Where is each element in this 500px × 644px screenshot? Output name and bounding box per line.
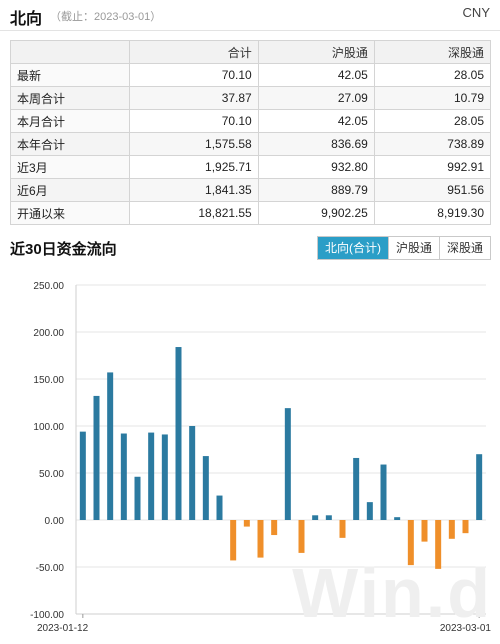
cell-total: 18,821.55 — [128, 201, 259, 225]
cell-total: 1,575.58 — [128, 132, 259, 156]
bar — [216, 495, 223, 520]
bar — [366, 502, 373, 520]
cell-sh: 889.79 — [257, 178, 375, 202]
bar — [435, 520, 442, 569]
bar — [93, 395, 100, 520]
row-label: 近3月 — [10, 155, 130, 179]
row-label: 近6月 — [10, 178, 130, 202]
cell-sh: 836.69 — [257, 132, 375, 156]
bar — [120, 433, 127, 520]
cell-total: 70.10 — [128, 63, 259, 87]
cell-sz: 951.56 — [373, 178, 492, 202]
bar — [161, 434, 168, 520]
bar — [271, 520, 278, 536]
bar — [380, 464, 387, 520]
table-row: 最新 70.10 42.05 28.05 — [10, 63, 492, 87]
y-tick-label: 150.00 — [33, 375, 64, 386]
y-tick-label: 250.00 — [33, 281, 64, 292]
bar — [325, 515, 332, 520]
tab-shanghai-connect[interactable]: 沪股通 — [387, 237, 439, 259]
bar — [230, 520, 237, 561]
section-title: 近30日资金流向 — [10, 241, 117, 258]
header-cell-sh: 沪股通 — [257, 40, 375, 64]
table-row: 近6月 1,841.35 889.79 951.56 — [10, 178, 492, 202]
bar — [148, 432, 155, 520]
cell-sh: 9,902.25 — [257, 201, 375, 225]
tab-shenzhen-connect[interactable]: 深股通 — [438, 237, 490, 259]
cell-sh: 27.09 — [257, 86, 375, 110]
table-row: 本周合计 37.87 27.09 10.79 — [10, 86, 492, 110]
cell-total: 37.87 — [128, 86, 259, 110]
bar — [421, 520, 428, 542]
row-label: 最新 — [10, 63, 130, 87]
row-label: 本周合计 — [10, 86, 130, 110]
header-cell-total: 合计 — [128, 40, 259, 64]
summary-table: 合计 沪股通 深股通 最新 70.10 42.05 28.05 本周合计 37.… — [10, 40, 492, 225]
bar — [298, 520, 305, 553]
row-label: 本月合计 — [10, 109, 130, 133]
cell-sz: 992.91 — [373, 155, 492, 179]
bar — [394, 517, 401, 520]
table-header-row: 合计 沪股通 深股通 — [10, 40, 492, 64]
cell-sz: 10.79 — [373, 86, 492, 110]
watermark-logo: Win.d — [292, 554, 492, 632]
bar — [407, 520, 414, 566]
bar — [134, 476, 141, 520]
table-row: 近3月 1,925.71 932.80 992.91 — [10, 155, 492, 179]
bar — [202, 456, 209, 520]
row-label: 开通以来 — [10, 201, 130, 225]
bar — [107, 372, 114, 520]
table-row: 开通以来 18,821.55 9,902.25 8,919.30 — [10, 201, 492, 225]
bar — [448, 520, 455, 539]
cell-sz: 28.05 — [373, 109, 492, 133]
cell-total: 70.10 — [128, 109, 259, 133]
as-of-date: （截止：2023-03-01） — [50, 11, 162, 23]
currency-label: CNY — [462, 5, 490, 20]
bar-chart-svg: 250.00 200.00 150.00 100.00 50.00 0.00 -50.00 -… — [30, 281, 492, 634]
bar — [476, 454, 483, 520]
bar — [462, 520, 469, 534]
x-tick-label: 2023-01-12 — [37, 623, 89, 634]
x-tick-label: 2023-03-01 — [440, 623, 492, 634]
cell-sh: 42.05 — [257, 63, 375, 87]
cell-total: 1,925.71 — [128, 155, 259, 179]
bar — [339, 520, 346, 538]
cell-total: 1,841.35 — [128, 178, 259, 202]
row-label: 本年合计 — [10, 132, 130, 156]
y-tick-label: 50.00 — [39, 469, 64, 480]
y-tick-label: -100.00 — [30, 610, 64, 621]
tab-northbound-total[interactable]: 北向(合计) — [317, 237, 388, 259]
header-cell — [10, 40, 130, 64]
bar — [284, 408, 291, 520]
cell-sh: 42.05 — [257, 109, 375, 133]
y-tick-label: 0.00 — [45, 516, 65, 527]
flow-chart: Win.d 250.00 200.00 150.00 100.00 50.00 0.00 -… — [0, 268, 500, 639]
y-tick-label: 100.00 — [33, 422, 64, 433]
header: 北向 （截止：2023-03-01） CNY — [0, 0, 500, 31]
bar — [243, 520, 250, 527]
table-row: 本年合计 1,575.58 836.69 738.89 — [10, 132, 492, 156]
bar — [189, 426, 196, 520]
bar — [79, 431, 86, 520]
cell-sh: 932.80 — [257, 155, 375, 179]
bar — [175, 347, 182, 520]
page-title: 北向 — [10, 11, 43, 28]
table-row: 本月合计 70.10 42.05 28.05 — [10, 109, 492, 133]
bar — [312, 515, 319, 520]
bar — [257, 520, 264, 558]
bar — [353, 457, 360, 520]
cell-sz: 738.89 — [373, 132, 492, 156]
y-tick-label: -50.00 — [36, 563, 65, 574]
cell-sz: 8,919.30 — [373, 201, 492, 225]
cell-sz: 28.05 — [373, 63, 492, 87]
header-cell-sz: 深股通 — [373, 40, 492, 64]
flow-tabs: 北向(合计) 沪股通 深股通 — [316, 236, 491, 260]
y-tick-label: 200.00 — [33, 328, 64, 339]
